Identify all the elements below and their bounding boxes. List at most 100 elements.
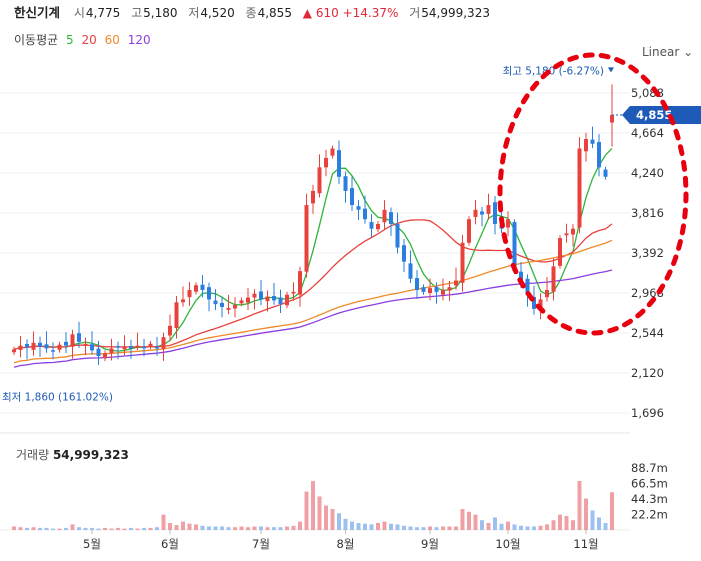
candle-body-74 [493,202,497,224]
candle-body-81 [538,299,543,309]
high-label: 고 [131,6,143,20]
ma5-legend: 5 [66,33,74,47]
scale-toggle[interactable]: Linear ⌄ [642,45,693,59]
y-tick-5: 2,968 [631,286,664,300]
candle-body-47 [317,167,322,194]
close-value: 4,855 [257,6,292,20]
candle-body-7 [57,344,62,350]
candle-body-26 [181,299,185,303]
candle-body-59 [395,223,400,248]
volume-bar-34 [233,527,237,530]
candle-body-58 [389,212,393,224]
candle-body-87 [577,148,582,228]
candle-body-56 [376,223,380,230]
candle-body-71 [473,209,478,217]
volume-bar-23 [161,514,166,530]
close-label: 종 [245,6,257,20]
candle-body-52 [350,188,354,206]
volume-bar-38 [259,526,263,530]
change-value: ▲ 610 [302,6,339,20]
candle-body-15 [109,348,114,354]
volume-bar-28 [194,524,198,530]
candle-body-89 [590,139,595,144]
candle-body-46 [311,190,315,204]
volume-bar-14 [103,527,107,530]
candle-body-14 [103,353,107,359]
volume-bar-16 [116,527,120,530]
volume-value: 54,999,323 [421,6,490,20]
candle-body-5 [44,344,49,349]
candle-body-62 [415,278,419,290]
candle-body-23 [161,337,166,350]
ma-legend-label: 이동평균 [14,33,59,47]
annotations: 4,855 최고 5,180 (-6.27%) 최저 1,860 (161.02%) [2,52,701,404]
candle-body-6 [51,350,55,352]
candle-body-38 [259,291,263,300]
candle-body-1 [18,345,23,350]
y-tick-2: 4,240 [631,166,664,180]
candle-body-36 [246,297,250,303]
y-tick-4: 3,392 [631,246,664,260]
min-price-annotation: 최저 1,860 (161.02%) [2,392,113,404]
chevron-down-icon: ⌄ [683,45,694,59]
volume-panel-label: 거래량 54,999,323 [16,446,129,463]
volume-bar-39 [265,527,270,530]
ma120-line [13,269,613,368]
volume-bar-61 [408,526,413,530]
volume-bar-42 [285,526,289,530]
volume-bar-24 [168,523,172,530]
x-tick-2: 7월 [252,537,270,551]
candle-body-78 [519,271,523,281]
volume-bar-17 [122,528,127,530]
stock-name: 한신기계 [14,5,61,20]
ma5-line [13,147,613,352]
volume-tick-3: 22.2m [631,507,668,521]
volume-bar-30 [207,526,211,530]
volume-bar-48 [324,505,328,530]
volume-bar-56 [376,523,380,530]
candle-body-31 [213,300,218,305]
candle-body-3 [31,342,36,350]
candle-body-16 [116,346,120,348]
volume-bar-67 [447,526,452,530]
volume-bar-10 [77,527,81,530]
volume-bar-69 [460,509,465,530]
y-tick-7: 2,120 [631,366,664,380]
candle-body-69 [460,242,465,283]
volume-bar-36 [246,527,250,530]
volume-bar-71 [473,514,478,530]
x-tick-6: 11월 [573,537,598,551]
candle-body-70 [467,219,471,243]
volume-bar-88 [584,498,588,530]
volume-tick-1: 66.5m [631,477,668,491]
candle-body-17 [122,346,127,350]
volume-bar-32 [220,526,224,530]
candle-body-51 [343,176,348,191]
candle-body-73 [486,205,491,214]
price-header: 한신기계 시4,775 고5,180 저4,520 종4,855 ▲ 610 +… [14,2,497,20]
volume-label: 거 [409,6,421,20]
volume-bar-62 [415,527,419,530]
volume-tick-0: 88.7m [631,461,668,475]
ma-legend[interactable]: 이동평균 5 20 60 120 [14,31,155,48]
candle-body-11 [83,343,88,346]
ma20-legend: 20 [81,33,97,47]
volume-bar-45 [304,491,309,530]
y-tick-1: 4,664 [631,126,664,140]
candle-body-72 [480,211,484,215]
volume-bar-57 [382,521,387,530]
candle-body-2 [25,343,29,348]
max-price-annotation: 최고 5,180 (-6.27%) [503,65,604,77]
change-percent: +14.37% [342,6,399,20]
volume-bar-37 [252,526,257,530]
volume-bar-60 [402,525,406,530]
volume-bar-40 [272,527,276,530]
candle-body-76 [506,219,510,228]
grid-lines [0,92,630,531]
volume-bar-66 [441,526,445,530]
volume-bar-18 [129,527,133,530]
candle-body-86 [571,228,575,235]
candle-body-30 [207,287,211,300]
